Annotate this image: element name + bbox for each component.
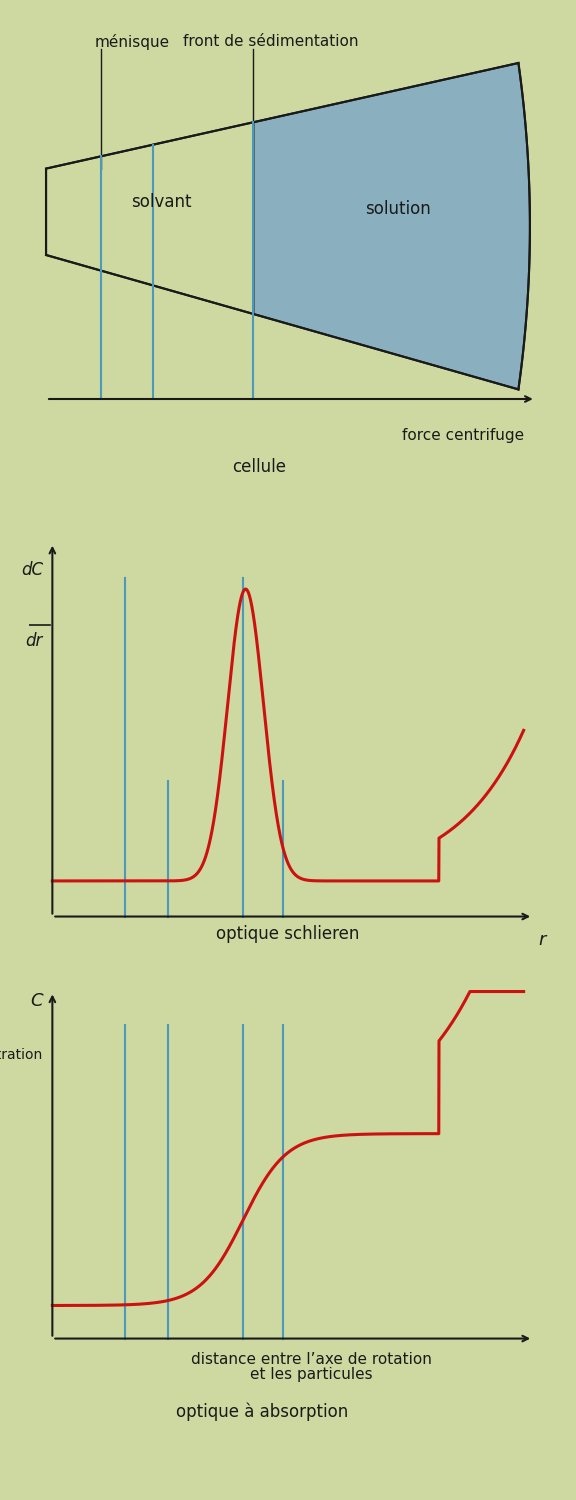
Text: distance entre l’axe de rotation: distance entre l’axe de rotation xyxy=(191,1352,432,1366)
Text: dr: dr xyxy=(25,632,43,650)
Text: r: r xyxy=(539,932,546,950)
Polygon shape xyxy=(46,122,253,314)
Text: optique à absorption: optique à absorption xyxy=(176,1402,348,1420)
Text: optique schlieren: optique schlieren xyxy=(217,926,359,944)
Text: force centrifuge: force centrifuge xyxy=(402,427,524,442)
Text: solvant: solvant xyxy=(131,194,192,211)
Polygon shape xyxy=(253,63,530,390)
Text: cellule: cellule xyxy=(232,458,286,476)
Text: front de sédimentation: front de sédimentation xyxy=(183,34,358,50)
Text: et les particules: et les particules xyxy=(250,1366,373,1382)
Text: concentration: concentration xyxy=(0,1047,43,1062)
Text: solution: solution xyxy=(365,200,430,217)
Text: dC: dC xyxy=(21,561,43,579)
Text: ménisque: ménisque xyxy=(95,34,170,50)
Text: C: C xyxy=(31,992,43,1010)
